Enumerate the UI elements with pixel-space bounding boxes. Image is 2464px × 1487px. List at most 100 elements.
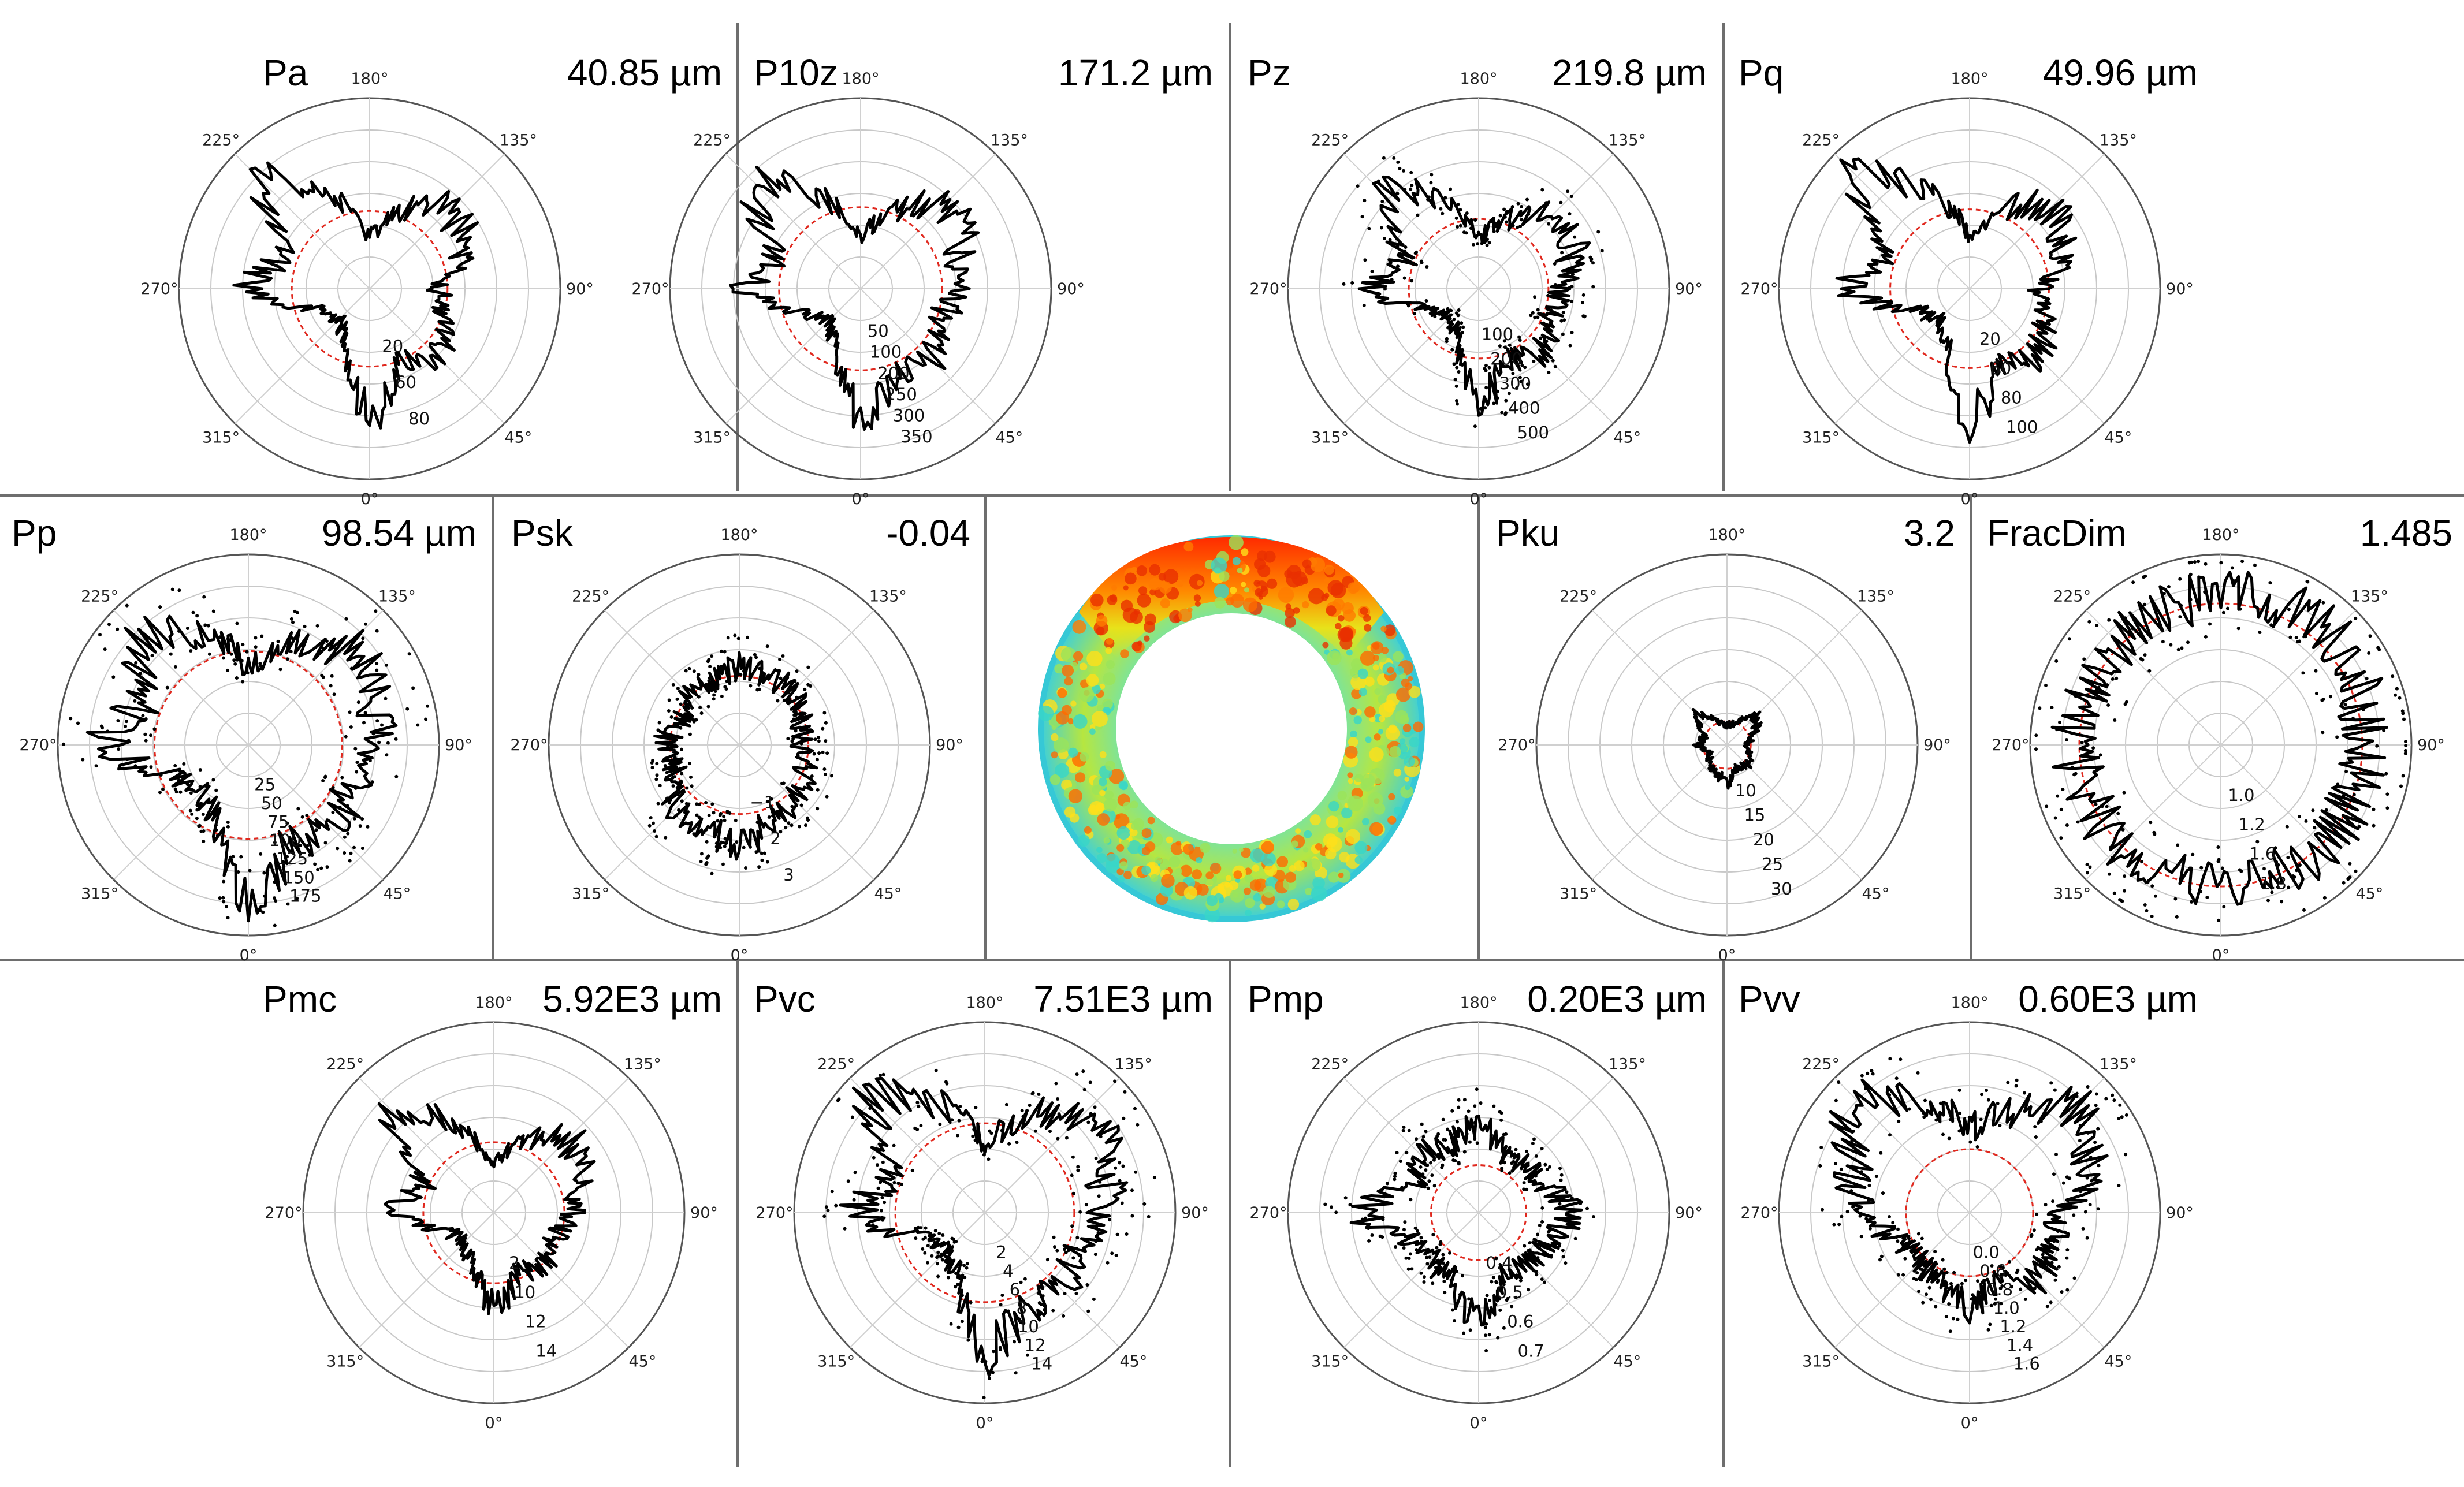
scatter-point	[762, 851, 766, 855]
surface-speckle	[1364, 624, 1372, 632]
scatter-point	[684, 802, 688, 806]
scatter-point	[1425, 1149, 1429, 1153]
scatter-point	[735, 840, 739, 844]
scatter-point	[933, 1240, 937, 1244]
scatter-point	[248, 869, 252, 873]
scatter-point	[2162, 591, 2166, 595]
scatter-point	[1393, 1171, 1397, 1175]
scatter-point	[144, 717, 148, 721]
param-title: Pq	[1739, 52, 1784, 94]
scatter-point	[726, 636, 730, 640]
scatter-point	[2056, 1229, 2060, 1233]
scatter-point	[1559, 200, 1563, 204]
scatter-point	[930, 1254, 934, 1258]
scatter-point	[676, 782, 680, 787]
scatter-point	[683, 699, 687, 703]
scatter-point	[2188, 888, 2192, 892]
scatter-point	[2287, 608, 2291, 612]
scatter-point	[803, 747, 807, 751]
scatter-point	[944, 1080, 948, 1084]
surface-speckle	[1323, 833, 1338, 848]
scatter-point	[1957, 1088, 1961, 1092]
scatter-point	[1561, 1249, 1565, 1253]
surface-speckle	[1155, 856, 1162, 864]
scatter-point	[1455, 366, 1459, 370]
angle-label: 135°	[991, 132, 1028, 150]
radial-tick-label: 80	[2001, 388, 2022, 408]
polar-chart-pku: 180°135°90°45°0°315°270°225°1015202530Pk…	[1496, 512, 1955, 964]
scatter-point	[1484, 386, 1488, 390]
scatter-point	[688, 732, 692, 736]
angle-label: 135°	[500, 132, 537, 150]
scatter-point	[837, 1097, 841, 1101]
scatter-point	[1398, 1160, 1402, 1163]
scatter-point	[426, 704, 430, 708]
scatter-point	[1457, 370, 1461, 374]
scatter-point	[2225, 606, 2229, 610]
param-title: FracDim	[1987, 512, 2127, 554]
radial-tick-label: 200	[877, 363, 909, 383]
scatter-point	[1439, 207, 1443, 211]
scatter-point	[358, 824, 362, 828]
scatter-point	[1448, 317, 1452, 320]
param-value: 0.60E3 µm	[2018, 978, 2198, 1020]
scatter-point	[940, 1258, 944, 1262]
scatter-point	[655, 773, 659, 777]
angle-label: 315°	[326, 1352, 364, 1370]
scatter-point	[2355, 826, 2359, 830]
scatter-point	[1118, 1179, 1122, 1183]
param-value: 219.8 µm	[1552, 52, 1707, 94]
scatter-point	[366, 784, 370, 788]
scatter-point	[1571, 273, 1575, 276]
scatter-point	[1546, 293, 1550, 297]
scatter-point	[1934, 1305, 1938, 1309]
radial-tick-label: 10	[514, 1283, 535, 1302]
scatter-point	[876, 1186, 880, 1190]
scatter-point	[1508, 1171, 1512, 1175]
scatter-point	[1920, 1236, 1924, 1240]
surface-speckle	[1053, 737, 1069, 753]
scatter-point	[195, 804, 199, 808]
scatter-point	[916, 1225, 920, 1229]
scatter-point	[2348, 862, 2352, 866]
surface-speckle	[1130, 800, 1138, 809]
radial-tick-label: 1.2	[2000, 1317, 2026, 1336]
spoke	[1834, 1077, 1970, 1213]
scatter-point	[658, 784, 662, 788]
radial-tick-label: 150	[282, 867, 314, 887]
scatter-point	[2178, 577, 2182, 581]
scatter-point	[1498, 1308, 1502, 1312]
scatter-point	[1123, 1090, 1127, 1094]
angle-label: 315°	[1311, 428, 1349, 446]
scatter-point	[1917, 1290, 1921, 1294]
surface-speckle	[1348, 737, 1358, 747]
scatter-point	[1936, 1279, 1940, 1283]
angle-label: 270°	[1249, 280, 1287, 298]
scatter-point	[690, 784, 694, 788]
scatter-point	[1860, 1074, 1864, 1078]
param-title: Psk	[511, 512, 574, 554]
scatter-point	[103, 647, 107, 651]
scatter-point	[1468, 1140, 1472, 1144]
mean-ring	[422, 1141, 565, 1284]
scatter-point	[2276, 885, 2280, 889]
scatter-point	[2072, 773, 2076, 777]
scatter-point	[2178, 615, 2182, 619]
scatter-point	[699, 852, 704, 856]
scatter-point	[914, 1236, 918, 1240]
surface-speckle	[1129, 828, 1138, 837]
surface-speckle	[1144, 635, 1150, 642]
radial-tick-label: 80	[408, 409, 430, 428]
scatter-point	[1467, 1297, 1471, 1301]
surface-speckle	[1289, 865, 1296, 872]
scatter-point	[2236, 627, 2240, 631]
scatter-point	[2361, 707, 2365, 711]
scatter-point	[1818, 1164, 1822, 1168]
angle-label: 225°	[2053, 588, 2091, 606]
scatter-point	[1979, 1117, 1983, 1121]
scatter-point	[1465, 1132, 1469, 1136]
surface-speckle	[1353, 715, 1362, 725]
scatter-point	[332, 790, 336, 794]
scatter-point	[989, 1131, 993, 1135]
